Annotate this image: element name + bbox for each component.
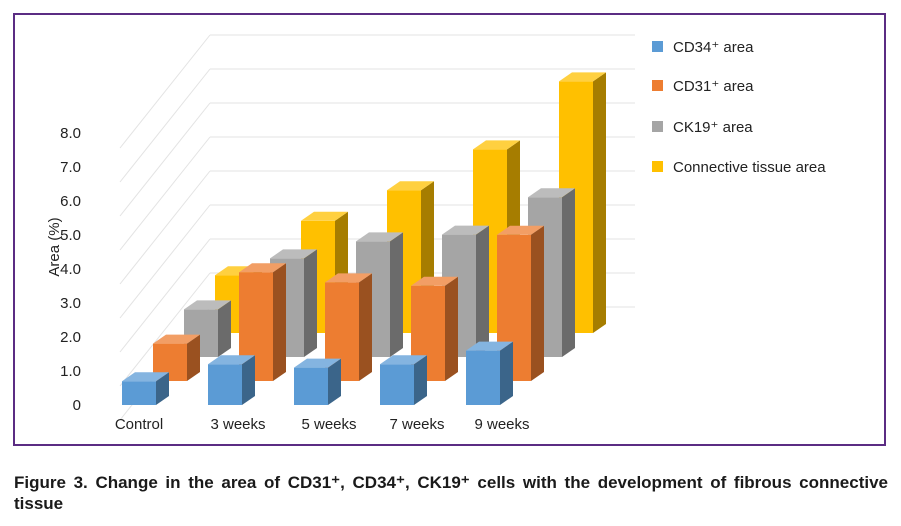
legend-swatch	[652, 121, 663, 132]
bar-side	[500, 341, 513, 405]
y-tick-label: 0	[73, 397, 81, 414]
bar-top	[184, 300, 231, 310]
bar-front	[294, 367, 328, 405]
bar-top	[153, 334, 200, 344]
bar-top	[294, 358, 341, 368]
legend-item: CD34⁺ area	[652, 39, 754, 56]
y-tick-label: 1.0	[60, 363, 81, 380]
bar-top	[270, 249, 317, 259]
x-tick-label: 9 weeks	[474, 416, 529, 433]
x-tick-label: 5 weeks	[301, 416, 356, 433]
legend-swatch	[652, 161, 663, 172]
y-tick-label: 7.0	[60, 159, 81, 176]
legend-label: CD31⁺ area	[673, 78, 754, 95]
y-tick-label: 4.0	[60, 261, 81, 278]
bar	[325, 273, 372, 381]
y-tick-label: 6.0	[60, 193, 81, 210]
bar-top	[356, 232, 403, 242]
bar-side	[359, 273, 372, 381]
bar	[294, 358, 341, 405]
gridline-side	[119, 272, 211, 387]
bar-top	[411, 276, 458, 286]
bar-top	[301, 211, 348, 221]
y-tick-label: 5.0	[60, 227, 81, 244]
legend-swatch	[652, 41, 663, 52]
legend-item: CK19⁺ area	[652, 119, 753, 136]
bar-side	[304, 249, 317, 357]
bar-side	[445, 276, 458, 381]
x-tick-label: 3 weeks	[210, 416, 265, 433]
gridline-side	[119, 136, 211, 251]
x-tick-labels: Control 3 weeks 5 weeks 7 weeks 9 weeks	[115, 416, 530, 433]
legend-item: Connective tissue area	[652, 159, 826, 176]
legend-label: CD34⁺ area	[673, 39, 754, 56]
y-tick-label: 3.0	[60, 295, 81, 312]
bar-top	[528, 188, 575, 198]
bar-side	[156, 372, 169, 405]
bar-side	[476, 225, 489, 357]
bar-side	[593, 72, 606, 334]
legend-item: CD31⁺ area	[652, 78, 754, 95]
legend: CD34⁺ area CD31⁺ area CK19⁺ area Connective…	[652, 39, 826, 176]
bar-top	[442, 225, 489, 235]
bar-top	[325, 273, 372, 283]
gridline-side	[119, 170, 211, 285]
y-tick-label: 8.0	[60, 125, 81, 142]
bar-front	[380, 364, 414, 405]
legend-label: Connective tissue area	[673, 159, 826, 176]
bar-top	[208, 355, 255, 365]
bar-side	[328, 358, 341, 405]
bar-side	[390, 232, 403, 357]
y-tick-labels: 0 1.0 2.0 3.0 4.0 5.0 6.0 7.0 8.0	[60, 125, 81, 414]
gridline-side	[119, 68, 211, 183]
bar-top	[239, 263, 286, 273]
gridline-side	[119, 204, 211, 319]
bar	[208, 355, 255, 405]
bar-side	[242, 355, 255, 405]
bar-side	[187, 334, 200, 381]
gridline-side	[119, 238, 211, 353]
bar	[380, 355, 427, 405]
bar-top	[466, 341, 513, 351]
gridline-side	[119, 102, 211, 217]
bar-front	[208, 364, 242, 405]
bar-side	[218, 300, 231, 357]
bar-top	[122, 372, 169, 382]
bar-side	[531, 225, 544, 381]
x-tick-label: Control	[115, 416, 163, 433]
bar-side	[414, 355, 427, 405]
chart-3d-bar: 0 1.0 2.0 3.0 4.0 5.0 6.0 7.0 8.0 Area (%) Contr…	[46, 34, 826, 433]
bar-side	[562, 188, 575, 357]
bars	[122, 72, 606, 405]
y-tick-label: 2.0	[60, 329, 81, 346]
bar-top	[473, 140, 520, 150]
bar-side	[273, 263, 286, 381]
gridline-side	[119, 34, 211, 149]
bar-top	[559, 72, 606, 82]
bar-top	[387, 181, 434, 191]
legend-swatch	[652, 80, 663, 91]
figure-frame: 0 1.0 2.0 3.0 4.0 5.0 6.0 7.0 8.0 Area (%) Contr…	[13, 13, 886, 446]
bar-top	[380, 355, 427, 365]
legend-label: CK19⁺ area	[673, 119, 753, 136]
bar-top	[497, 225, 544, 235]
bar	[466, 341, 513, 405]
x-tick-label: 7 weeks	[389, 416, 444, 433]
bar	[239, 263, 286, 381]
bar-front	[466, 350, 500, 405]
bar	[122, 372, 169, 405]
y-axis-label: Area (%)	[46, 217, 63, 276]
bar-front	[122, 381, 156, 405]
figure-caption: Figure 3. Change in the area of CD31⁺, C…	[14, 473, 888, 513]
